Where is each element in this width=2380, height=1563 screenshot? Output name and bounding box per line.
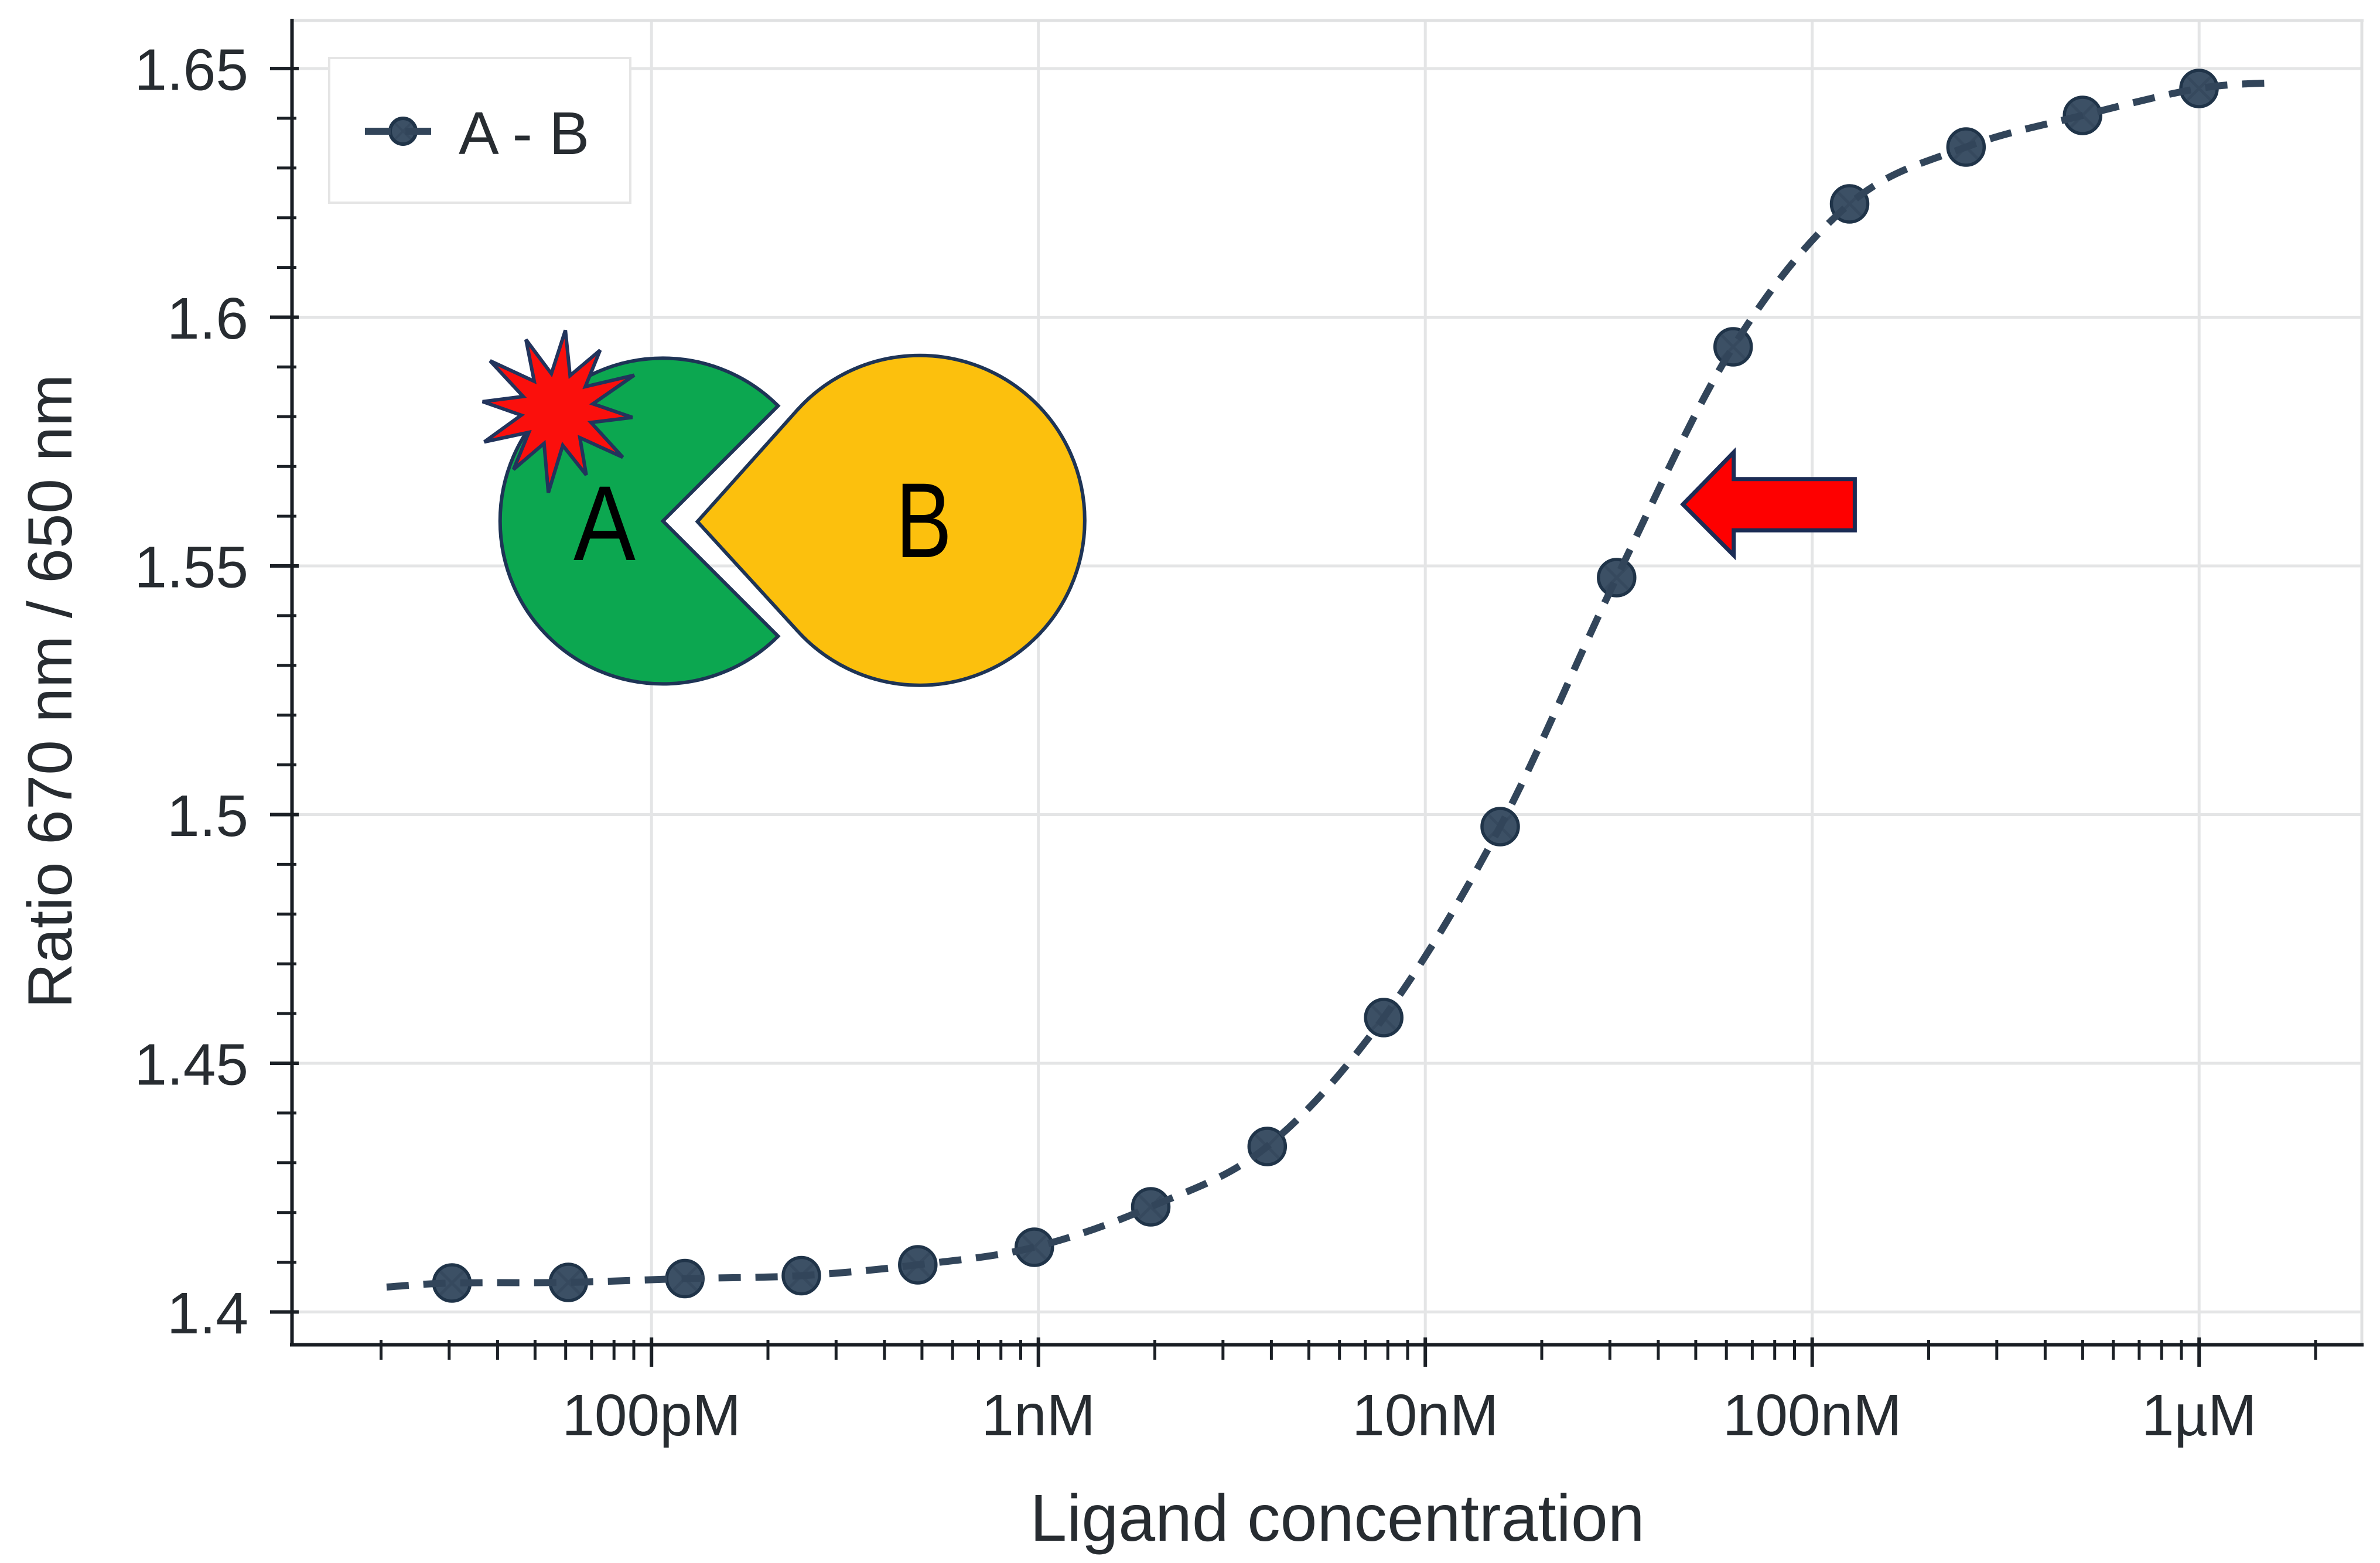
svg-text:1.5: 1.5 (167, 783, 248, 849)
svg-text:1.45: 1.45 (134, 1032, 248, 1098)
svg-text:B: B (896, 460, 952, 580)
svg-text:1.55: 1.55 (134, 535, 248, 600)
svg-text:1.65: 1.65 (134, 37, 248, 103)
svg-text:A: A (573, 463, 636, 583)
svg-text:10nM: 10nM (1352, 1383, 1498, 1448)
svg-text:1.4: 1.4 (167, 1281, 248, 1346)
svg-text:100nM: 100nM (1723, 1383, 1902, 1448)
svg-text:1nM: 1nM (981, 1383, 1095, 1448)
svg-text:100pM: 100pM (562, 1383, 741, 1448)
svg-text:A - B: A - B (459, 100, 589, 167)
svg-text:1.6: 1.6 (167, 286, 248, 351)
svg-text:1µM: 1µM (2142, 1383, 2257, 1448)
svg-text:Ligand concentration: Ligand concentration (1030, 1481, 1644, 1555)
svg-text:Ratio 670 nm / 650 nm: Ratio 670 nm / 650 nm (15, 374, 85, 1009)
